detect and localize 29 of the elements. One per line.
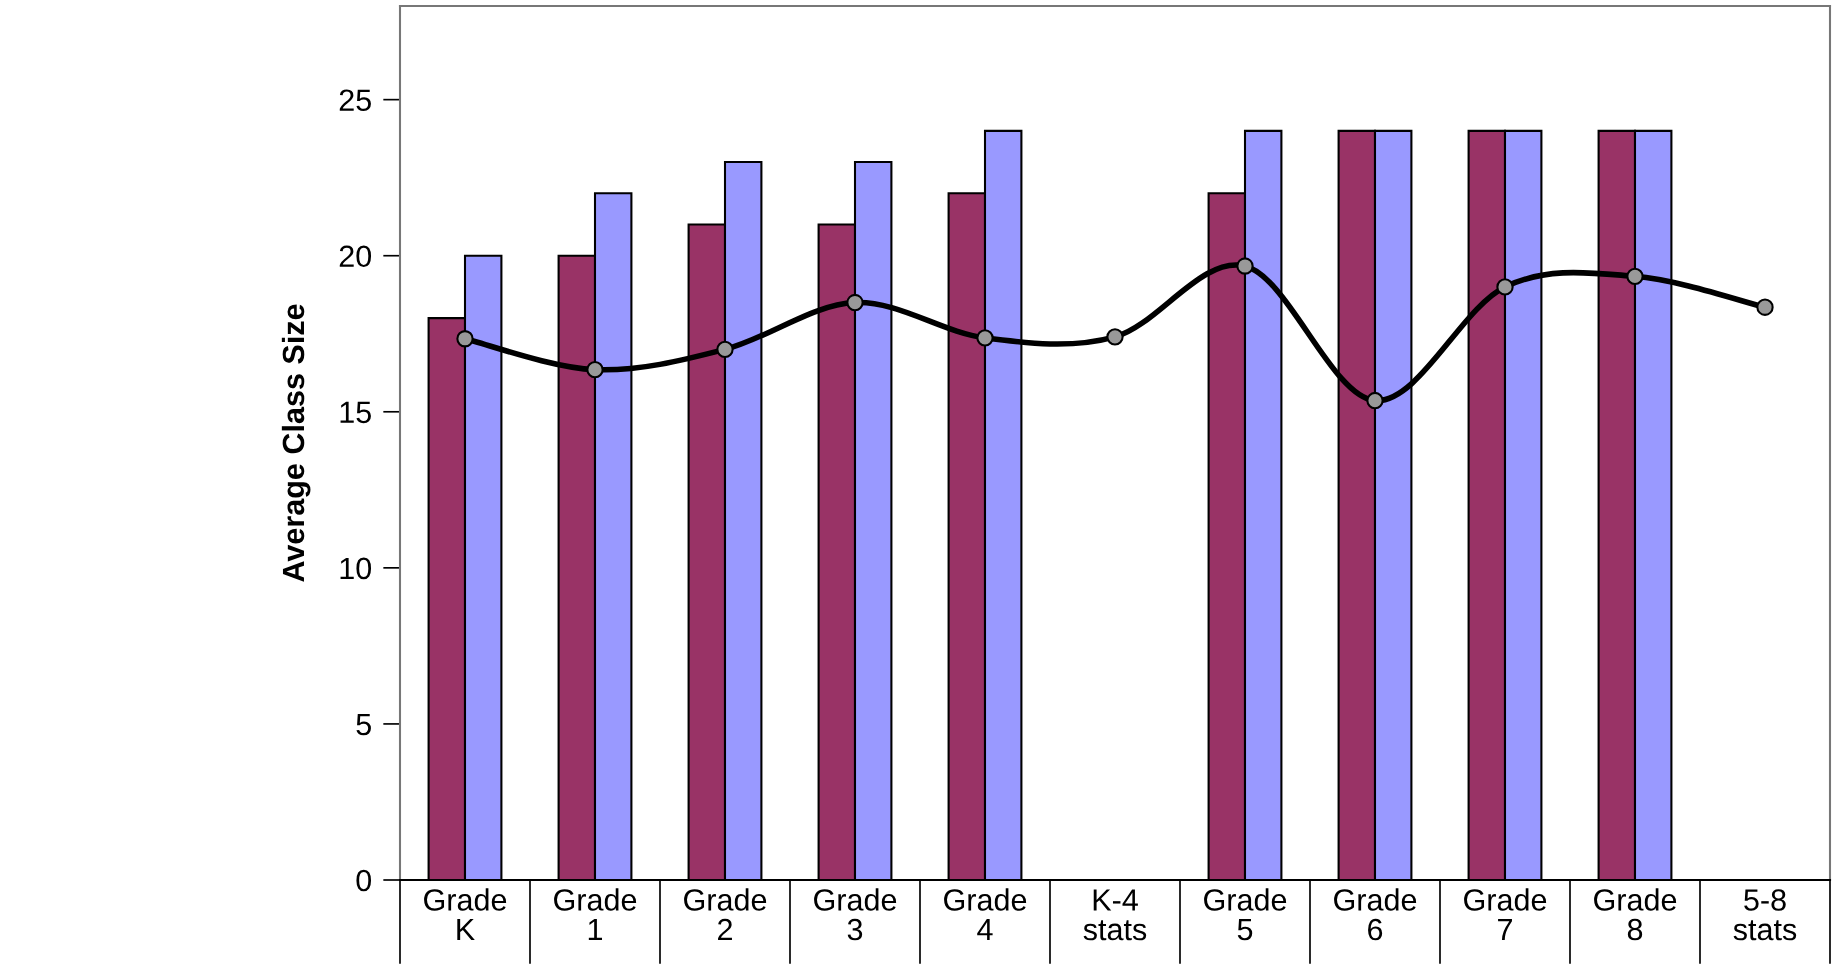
point xyxy=(456,330,474,348)
x-tick-label: Grade 8 xyxy=(1594,888,1677,941)
point xyxy=(1236,257,1254,275)
point xyxy=(1496,278,1514,296)
x-tick-label: 5-8 stats xyxy=(1733,889,1797,941)
point xyxy=(1626,267,1644,285)
x-tick-label: Grade 3 xyxy=(814,888,897,941)
point xyxy=(1106,328,1124,346)
y-tick-label: 25 xyxy=(339,89,371,112)
y-axis-title: Average Class Size xyxy=(281,304,311,582)
point xyxy=(976,329,994,347)
point xyxy=(1366,391,1384,410)
point xyxy=(1756,298,1774,316)
point xyxy=(586,360,604,379)
point xyxy=(846,293,864,312)
y-tick-label: 10 xyxy=(340,557,372,580)
x-tick-label: Grade 7 xyxy=(1464,888,1547,941)
y-tick-label: 5 xyxy=(356,713,371,736)
x-tick-label: K-4 stats xyxy=(1083,889,1147,941)
y-tick-label: 15 xyxy=(340,401,371,424)
x-tick-label: Grade 5 xyxy=(1204,888,1287,941)
x-tick-label: Grade 4 xyxy=(944,888,1027,941)
point xyxy=(716,340,734,359)
x-tick-label: Grade K xyxy=(424,888,507,941)
x-tick-label: Grade 1 xyxy=(554,888,637,941)
y-tick-label: 0 xyxy=(356,869,372,892)
x-tick-label: Grade 6 xyxy=(1334,888,1417,941)
y-tick-label: 20 xyxy=(339,245,372,268)
x-tick-label: Grade 2 xyxy=(684,888,767,941)
